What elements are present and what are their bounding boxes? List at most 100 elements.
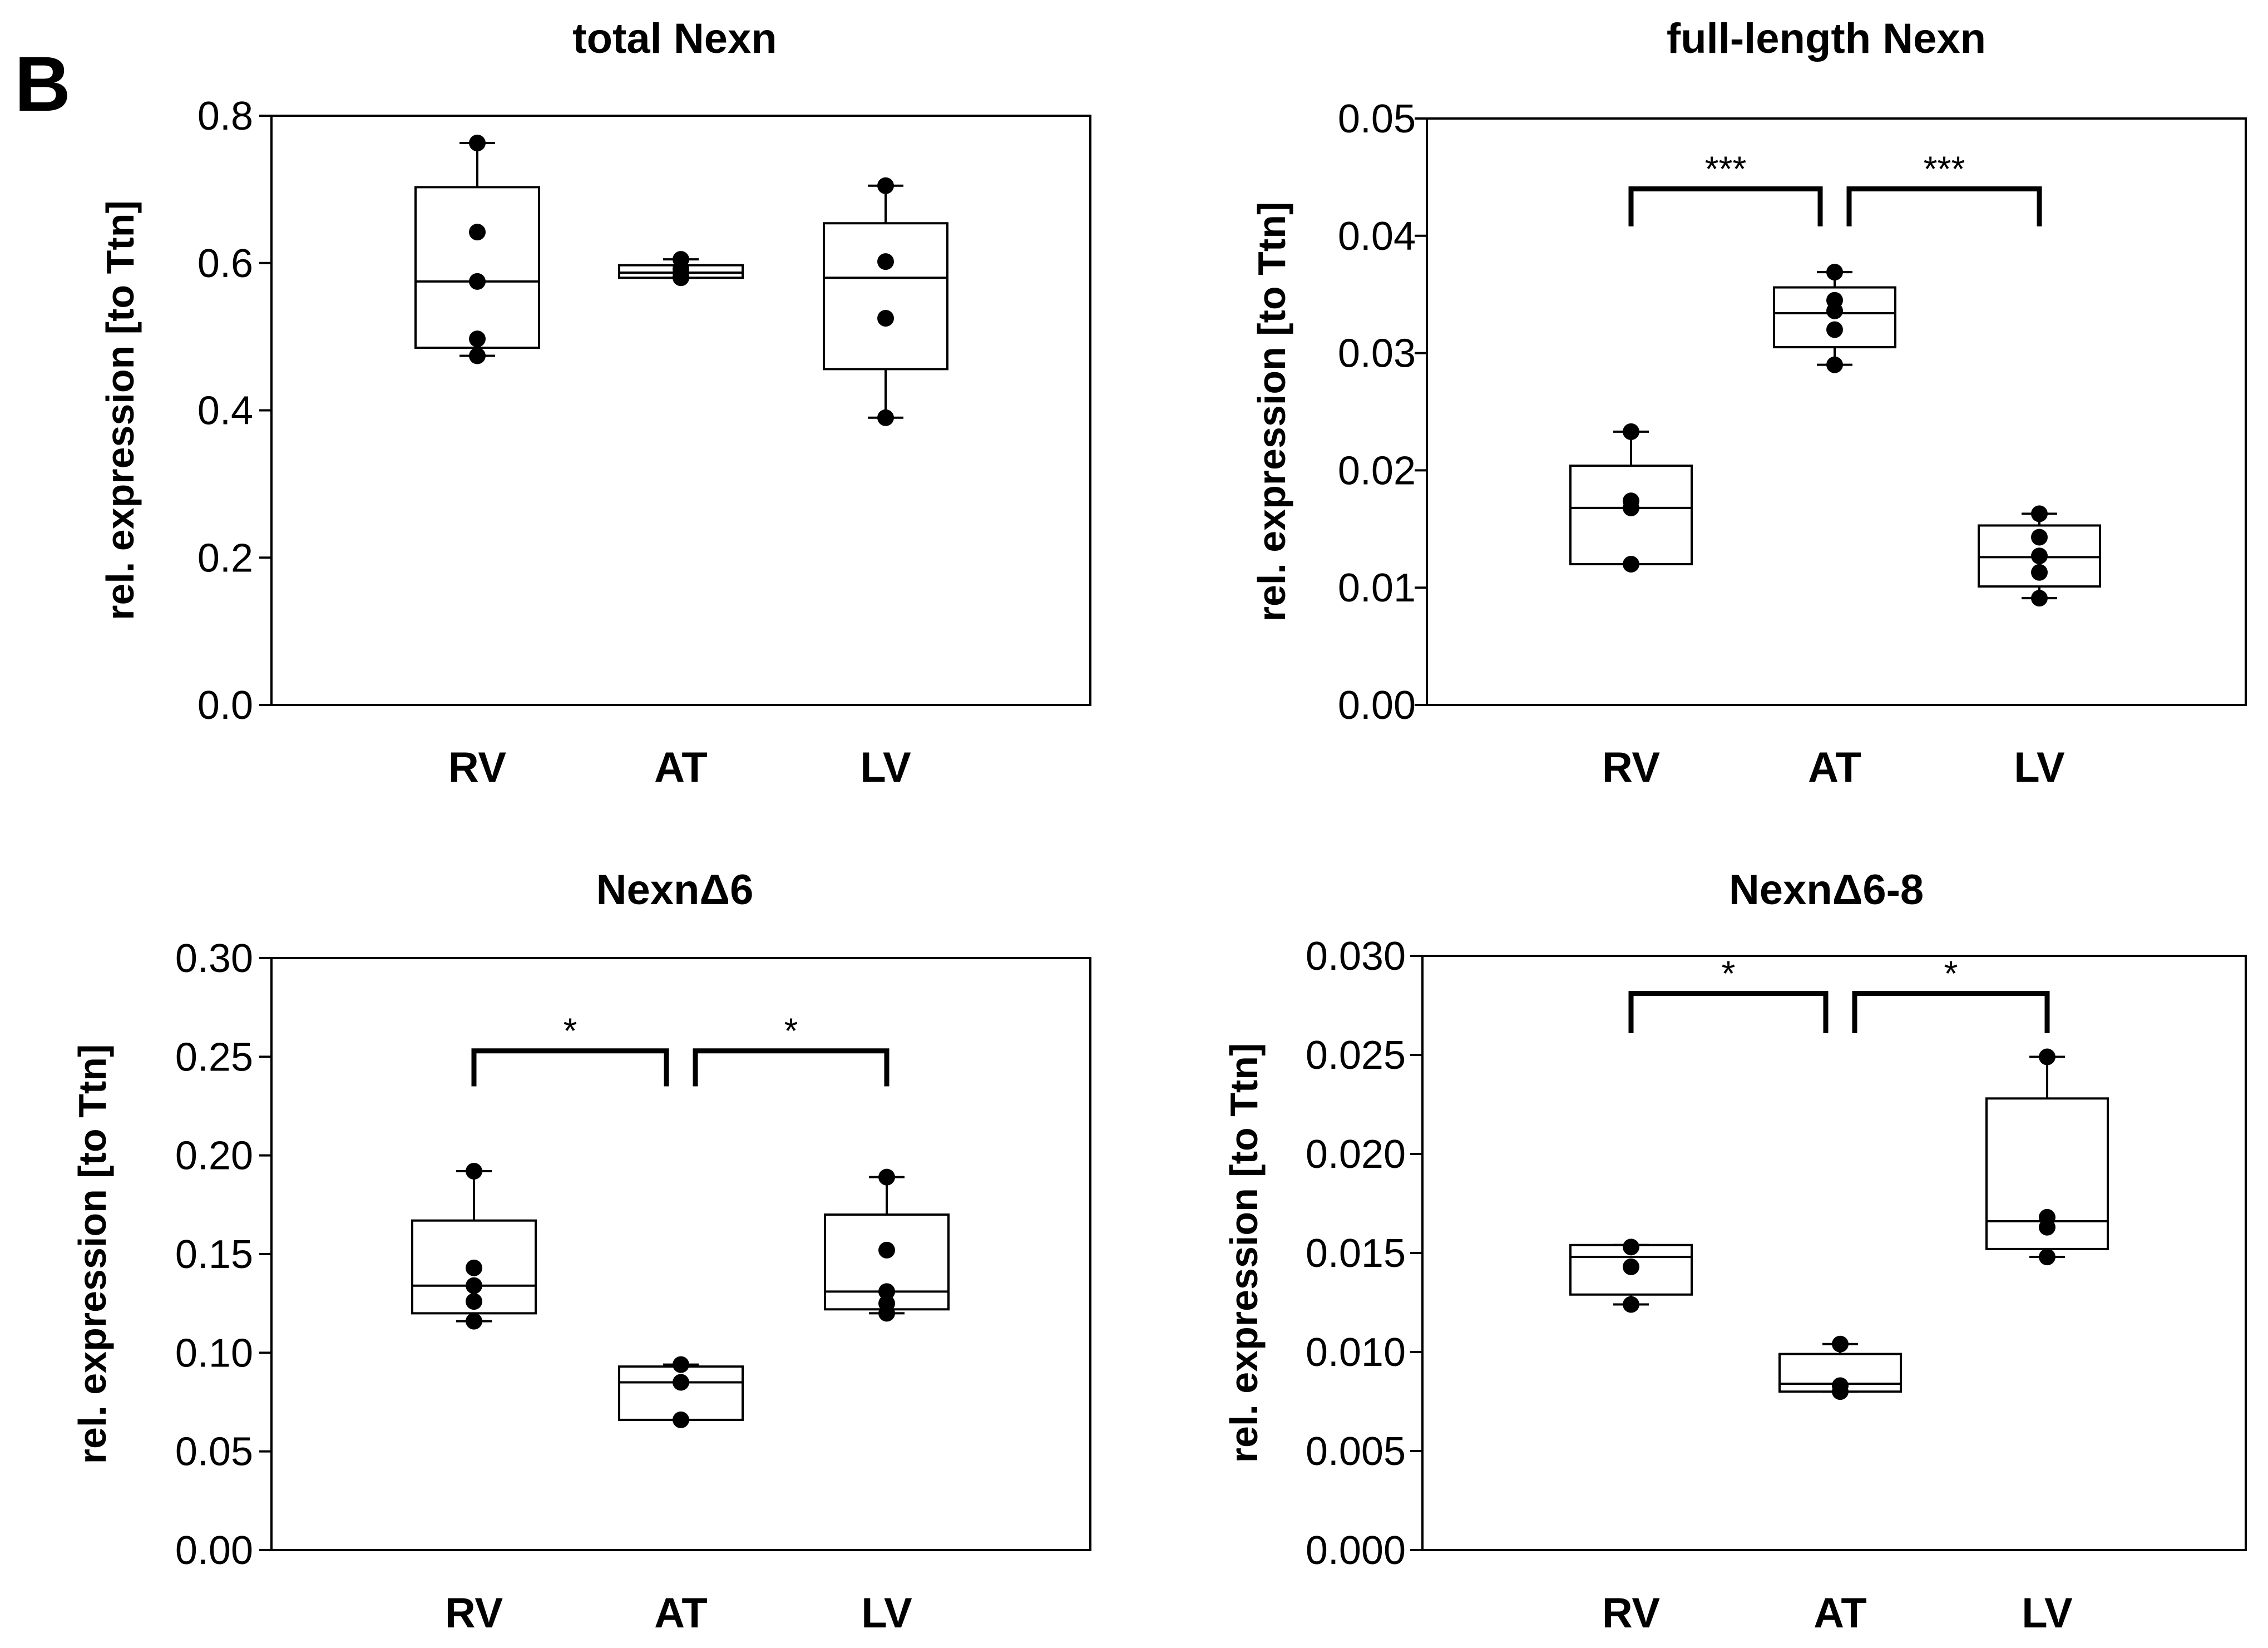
- y-tick-label: 0.6: [197, 241, 253, 286]
- box-AT: [618, 1356, 744, 1428]
- x-tick-label: RV: [448, 744, 507, 791]
- y-tick-label: 0.05: [175, 1430, 253, 1474]
- y-tick-label: 0.25: [175, 1035, 253, 1079]
- x-tick-label: RV: [1602, 744, 1661, 791]
- y-tick-label: 0.015: [1306, 1231, 1406, 1276]
- data-point: [2039, 1249, 2055, 1266]
- significance-bracket: [1846, 186, 2042, 226]
- x-tick-label: LV: [2022, 1590, 2073, 1637]
- data-point: [877, 409, 894, 426]
- x-tick-label: RV: [445, 1590, 503, 1637]
- box-iqr: [414, 186, 540, 349]
- chart-panel-3: NexnΔ6 rel. expression [to Ttn] 0.00 0.05 0.…: [71, 866, 1091, 1637]
- data-point: [466, 1259, 482, 1276]
- data-point: [466, 1277, 482, 1294]
- data-point: [466, 1293, 482, 1310]
- chart-panel-1: total Nexn rel. expression [to Ttn] 0.0 0.2…: [98, 15, 1091, 791]
- data-point: [2031, 590, 2048, 607]
- y-tick-label: 0.8: [197, 94, 253, 139]
- significance-bracket: [1852, 991, 2050, 1033]
- x-tick-label: AT: [654, 744, 708, 791]
- data-point: [469, 134, 486, 151]
- y-tick-label: 0.02: [1338, 448, 1416, 493]
- x-tick-label: LV: [861, 1590, 912, 1637]
- box-RV: [1569, 1239, 1693, 1313]
- y-tick-label: 0.4: [197, 389, 253, 433]
- data-point: [673, 269, 689, 287]
- data-point: [2031, 505, 2048, 522]
- data-point: [1623, 1258, 1639, 1275]
- significance-label: *: [784, 1011, 798, 1051]
- data-point: [673, 1374, 689, 1391]
- data-point: [878, 1241, 895, 1259]
- data-point: [469, 330, 486, 348]
- significance-bracket: [1628, 991, 1829, 1033]
- data-point: [2039, 1048, 2055, 1065]
- data-point: [877, 253, 894, 270]
- data-point: [2031, 547, 2048, 565]
- data-point: [877, 177, 894, 194]
- data-point: [1832, 1383, 1849, 1400]
- chart-panel-2: full-length Nexn rel. expression [to Ttn]…: [1250, 15, 2247, 791]
- data-point: [1623, 556, 1639, 573]
- significance-label: ***: [1705, 149, 1747, 189]
- box-iqr: [823, 222, 948, 371]
- box-LV: [1985, 1048, 2109, 1266]
- plot-frame: [270, 115, 1091, 706]
- y-tick-label: 0.05: [1338, 97, 1416, 141]
- box-AT: [618, 251, 744, 287]
- box-RV: [411, 1163, 537, 1330]
- y-tick-label: 0.04: [1338, 214, 1416, 259]
- box-AT: [1773, 264, 1896, 373]
- chart-title: NexnΔ6-8: [1729, 866, 1924, 914]
- y-tick-label: 0.01: [1338, 566, 1416, 610]
- chart-title: NexnΔ6: [596, 866, 754, 914]
- data-point: [1623, 1239, 1639, 1256]
- y-axis-label: rel. expression [to Ttn]: [98, 200, 142, 620]
- data-point: [466, 1313, 482, 1330]
- data-point: [469, 224, 486, 241]
- x-tick-label: AT: [654, 1590, 708, 1637]
- x-tick-label: AT: [1808, 744, 1861, 791]
- data-point: [469, 273, 486, 290]
- y-tick-label: 0.0: [197, 683, 253, 728]
- y-tick-label: 0.005: [1306, 1429, 1406, 1474]
- data-point: [466, 1163, 482, 1180]
- significance-label: *: [1944, 954, 1958, 994]
- y-tick-label: 0.00: [175, 1528, 253, 1573]
- y-tick-label: 0.30: [175, 936, 253, 981]
- y-axis-label: rel. expression [to Ttn]: [1222, 1043, 1266, 1463]
- y-tick-label: 0.15: [175, 1232, 253, 1277]
- y-tick-label: 0.00: [1338, 683, 1416, 728]
- data-point: [673, 1356, 689, 1373]
- data-point: [1826, 264, 1843, 281]
- significance-label: *: [564, 1011, 577, 1051]
- significance-bracket: [1628, 186, 1823, 226]
- y-tick-label: 0.03: [1338, 332, 1416, 376]
- data-point: [1826, 321, 1843, 338]
- y-tick-label: 0.20: [175, 1134, 253, 1178]
- y-tick-label: 0.030: [1306, 934, 1406, 979]
- y-tick-label: 0.000: [1306, 1528, 1406, 1573]
- box-RV: [1569, 423, 1693, 573]
- plot-frame: [270, 957, 1091, 1551]
- data-point: [878, 1305, 895, 1322]
- x-tick-label: LV: [2014, 744, 2065, 791]
- data-point: [877, 310, 894, 327]
- data-point: [878, 1283, 895, 1300]
- data-point: [878, 1168, 895, 1186]
- data-point: [2039, 1218, 2055, 1236]
- y-tick-label: 0.2: [197, 536, 253, 580]
- box-AT: [1778, 1335, 1902, 1400]
- data-point: [1623, 1296, 1639, 1313]
- plot-frame: [1426, 117, 2247, 706]
- data-point: [469, 347, 486, 364]
- data-point: [1832, 1335, 1849, 1353]
- data-point: [2031, 564, 2048, 581]
- panel-label: B: [14, 40, 71, 127]
- y-tick-label: 0.020: [1306, 1132, 1406, 1177]
- y-axis-label: rel. expression [to Ttn]: [1250, 202, 1293, 622]
- y-tick-label: 0.010: [1306, 1330, 1406, 1375]
- data-point: [673, 1411, 689, 1428]
